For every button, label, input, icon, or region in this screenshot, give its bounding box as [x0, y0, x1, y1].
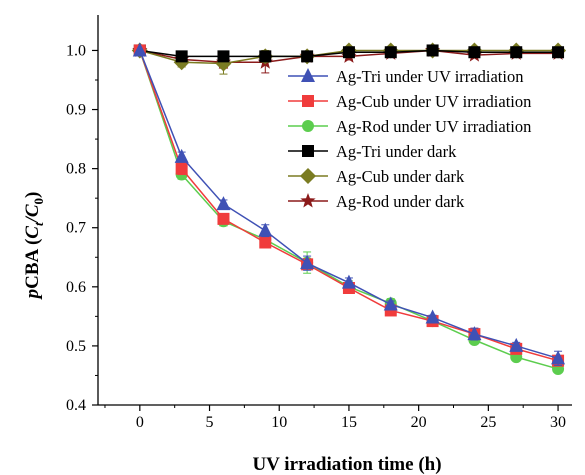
x-tick-label: 15 — [341, 414, 357, 431]
legend-item-2: Ag-Rod under UV irradiation — [288, 117, 531, 136]
data-point — [216, 196, 231, 211]
data-point — [383, 296, 398, 311]
x-tick-label: 20 — [411, 414, 427, 431]
y-tick-label: 0.4 — [66, 397, 86, 414]
data-point — [175, 50, 188, 63]
legend: Ag-Tri under UV irradiation Ag-Cub under … — [288, 67, 531, 211]
data-point — [467, 326, 482, 341]
data-point — [258, 222, 273, 237]
y-tick-label: 0.9 — [66, 102, 86, 119]
series-3 — [133, 44, 565, 63]
x-tick-label: 30 — [550, 414, 566, 431]
legend-label: Ag-Cub under dark — [336, 167, 465, 186]
data-point — [509, 337, 524, 352]
series-0 — [132, 42, 566, 366]
data-point — [259, 236, 272, 249]
legend-marker — [302, 120, 314, 132]
data-point — [426, 44, 439, 57]
legend-marker — [302, 95, 314, 107]
x-tick-label: 0 — [136, 414, 144, 431]
y-tick-label: 1.0 — [66, 42, 86, 59]
legend-item-4: Ag-Cub under dark — [288, 167, 465, 186]
legend-item-5: Ag-Rod under dark — [288, 192, 465, 211]
data-point — [341, 274, 356, 289]
x-tick-label: 5 — [206, 414, 214, 431]
legend-label: Ag-Rod under UV irradiation — [336, 117, 531, 136]
legend-marker — [301, 68, 315, 82]
legend-item-0: Ag-Tri under UV irradiation — [288, 67, 523, 86]
data-point — [132, 42, 147, 57]
legend-label: Ag-Tri under dark — [336, 142, 457, 161]
data-point — [384, 46, 397, 59]
plot-area — [131, 42, 567, 375]
y-tick-label: 0.7 — [66, 220, 86, 237]
data-point — [300, 255, 315, 270]
data-point — [301, 50, 314, 63]
legend-item-3: Ag-Tri under dark — [288, 142, 457, 161]
data-point — [217, 50, 230, 63]
data-point — [551, 350, 566, 365]
y-tick-label: 0.6 — [66, 279, 86, 296]
legend-label: Ag-Tri under UV irradiation — [336, 67, 523, 86]
x-tick-label: 10 — [271, 414, 287, 431]
data-point — [425, 309, 440, 324]
data-point — [217, 212, 230, 225]
legend-item-1: Ag-Cub under UV irradiation — [288, 92, 531, 111]
y-axis-title: pCBA (Ct/C0) — [22, 192, 46, 301]
y-tick-label: 0.8 — [66, 161, 86, 178]
x-axis-title: UV irradiation time (h) — [252, 454, 441, 475]
data-point — [552, 46, 565, 59]
legend-marker — [300, 193, 316, 208]
data-point — [174, 148, 189, 163]
legend-marker — [302, 145, 314, 157]
legend-marker — [300, 168, 316, 184]
data-point — [175, 162, 188, 175]
x-tick-label: 25 — [480, 414, 496, 431]
data-point — [510, 46, 523, 59]
data-point — [468, 46, 481, 59]
data-point — [342, 46, 355, 59]
axes: 0 5 10 15 20 25 30 0.4 0.5 0.6 0.7 0.8 0.9 1.0 — [66, 15, 572, 431]
data-point — [259, 50, 272, 63]
y-tick-label: 0.5 — [66, 338, 86, 355]
legend-label: Ag-Cub under UV irradiation — [336, 92, 531, 111]
legend-label: Ag-Rod under dark — [336, 192, 465, 211]
